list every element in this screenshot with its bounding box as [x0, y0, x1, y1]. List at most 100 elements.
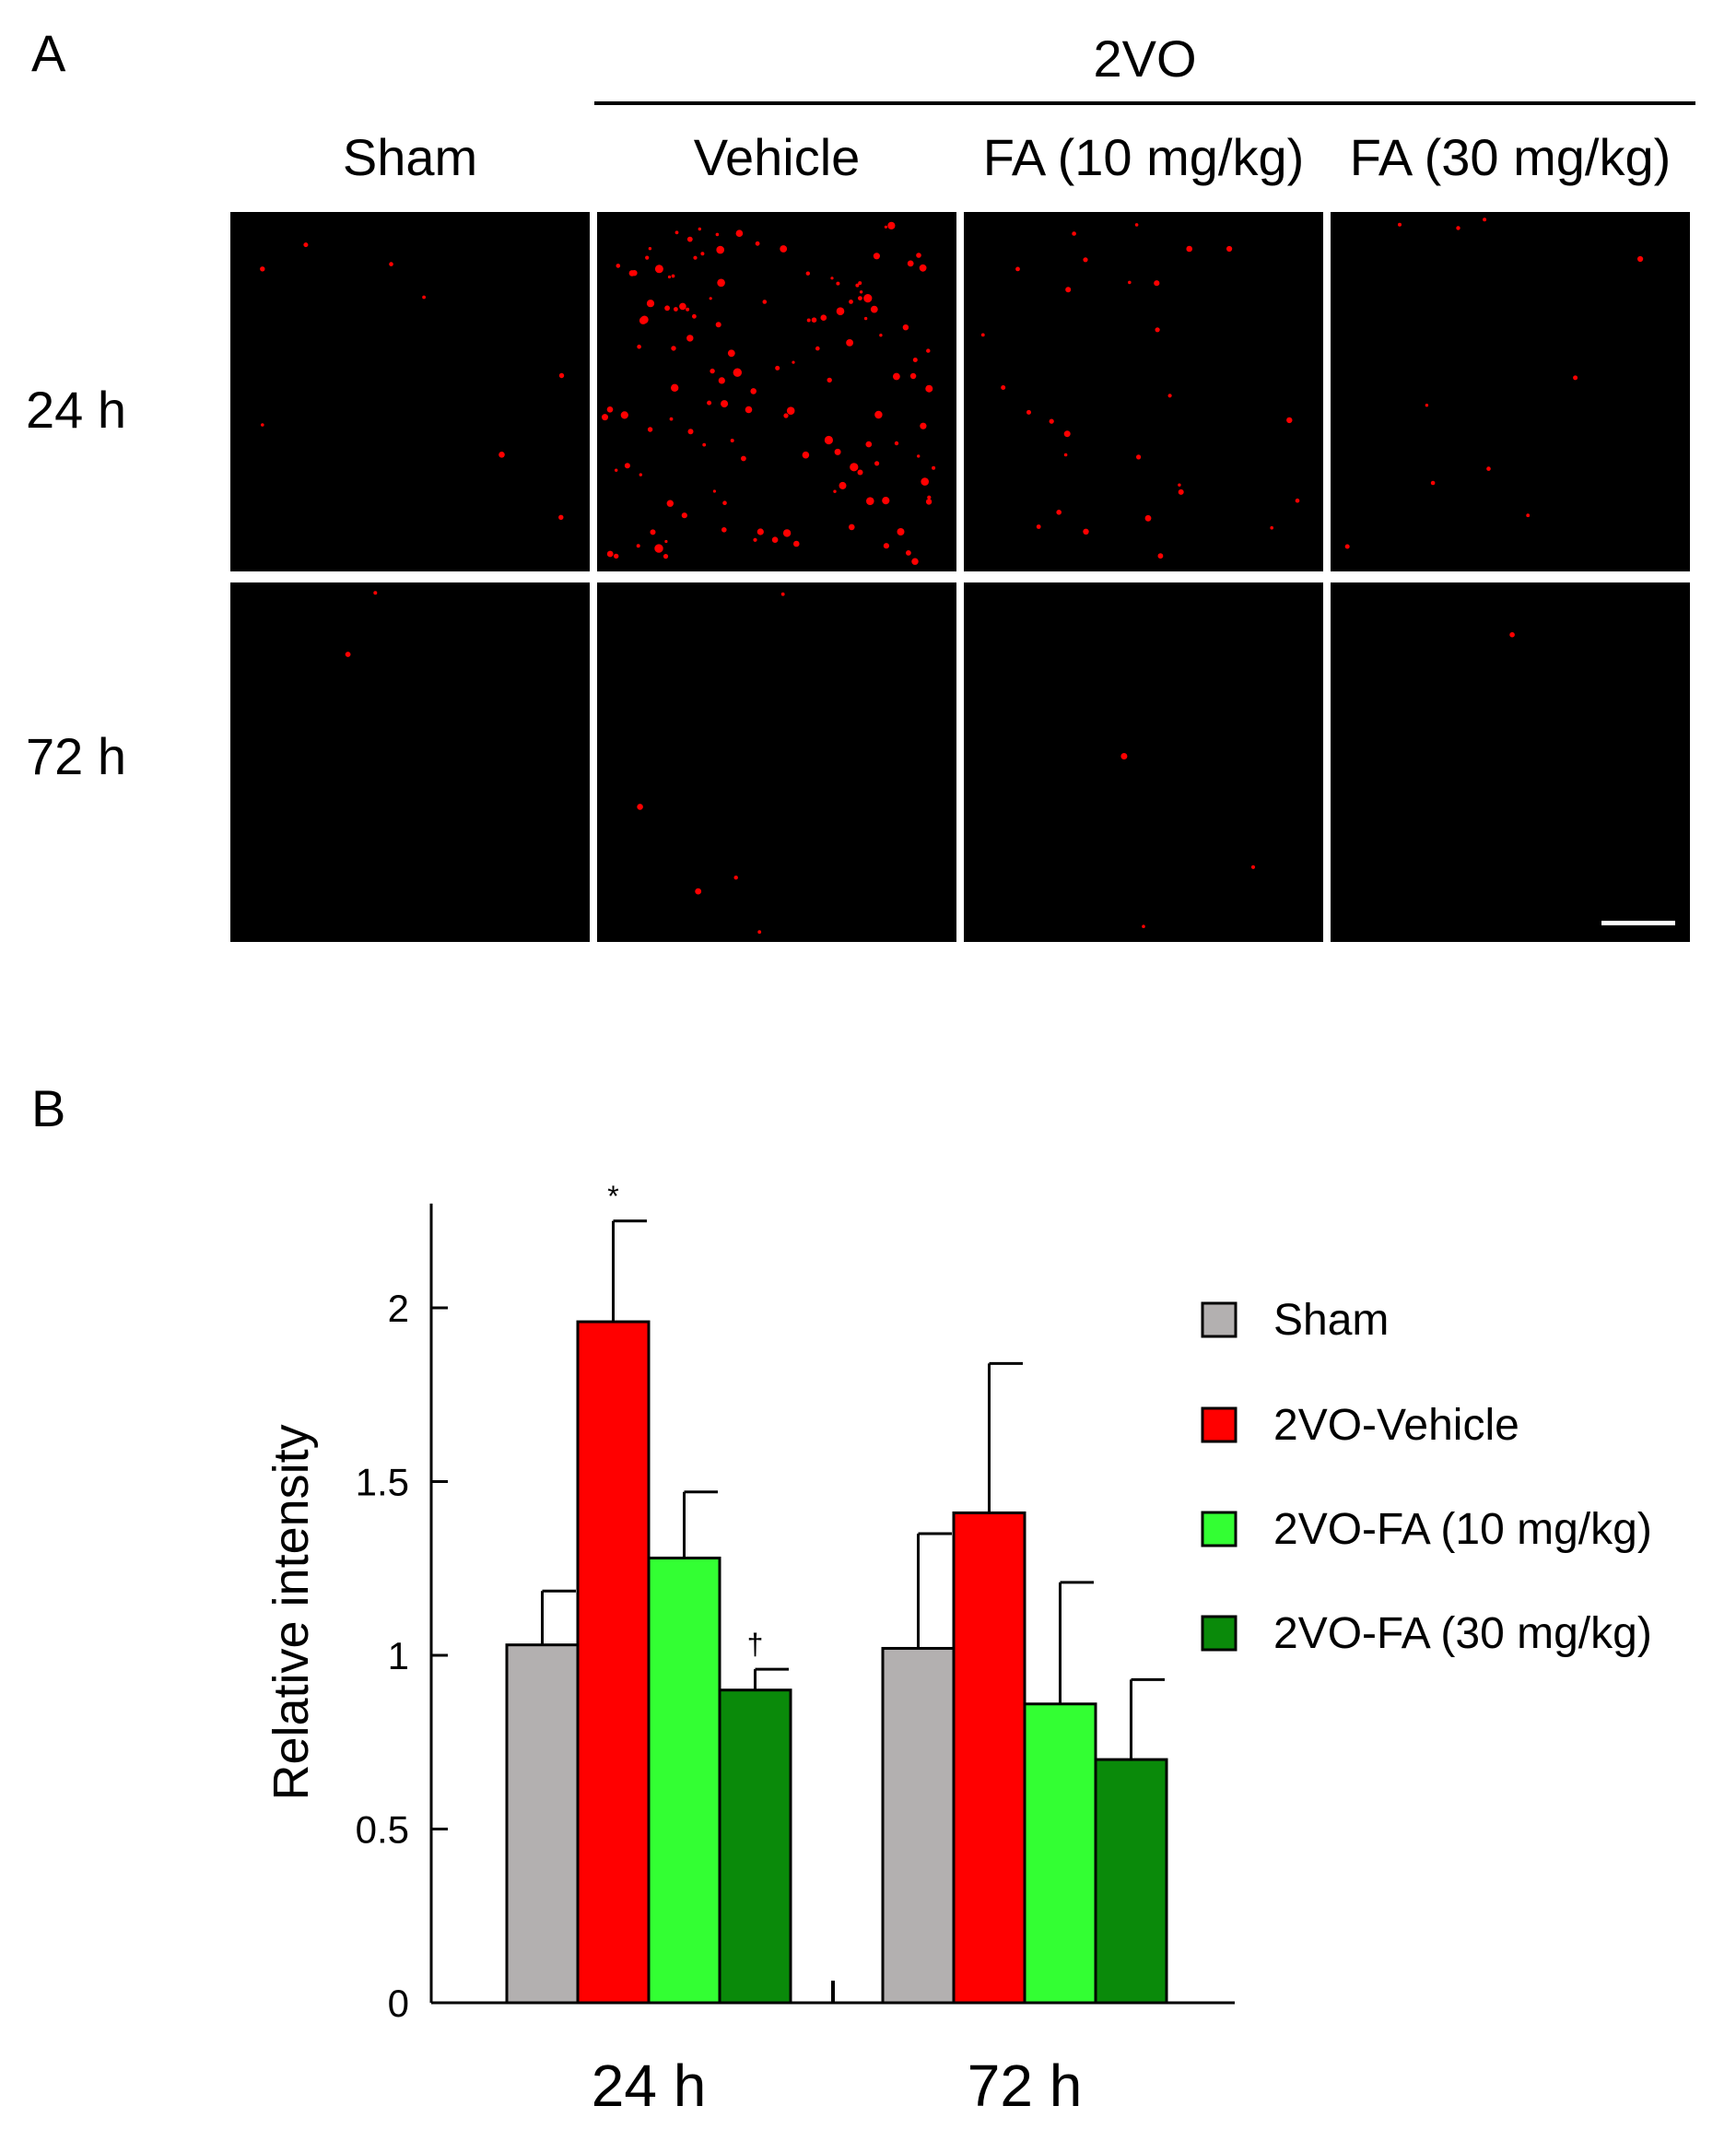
y-tick-label: 2 — [388, 1287, 409, 1330]
legend-swatch — [1201, 1301, 1237, 1338]
signal-dot — [716, 245, 724, 254]
bar-2vo-fa-30-mg-kg--24h — [718, 1688, 792, 2005]
group-bracket-line — [594, 101, 1695, 105]
signal-dot — [980, 333, 985, 337]
signal-dot — [925, 499, 933, 505]
signal-dot — [721, 527, 727, 533]
fluorescence-signal — [602, 221, 936, 565]
signal-dot — [811, 317, 817, 323]
panel-a-letter: A — [31, 24, 66, 82]
signal-dot — [1344, 544, 1350, 549]
signal-dot — [558, 372, 565, 379]
signal-dot — [1136, 454, 1142, 460]
signal-dot — [261, 423, 264, 427]
legend-swatch — [1201, 1406, 1237, 1443]
signal-dot — [628, 270, 636, 276]
signal-dot — [671, 383, 679, 392]
signal-dot — [686, 307, 690, 312]
signal-dot — [1128, 280, 1132, 285]
signal-dot — [637, 344, 641, 349]
signal-dot — [857, 469, 863, 476]
micrograph-fa10-24h — [964, 212, 1323, 571]
signal-dot — [1026, 409, 1031, 415]
signal-dot — [1072, 231, 1076, 236]
signal-dot — [874, 461, 880, 466]
signal-dot — [717, 278, 725, 288]
signal-dot — [805, 271, 810, 276]
column-label-fa-10: FA (10 mg/kg) — [982, 128, 1305, 186]
fluorescence-signal — [345, 591, 378, 657]
signal-dot — [884, 225, 887, 229]
micrograph-sham-24h — [230, 212, 590, 571]
signal-dot — [911, 558, 919, 565]
signal-dot — [1157, 553, 1164, 559]
signal-dot — [1509, 631, 1515, 638]
fluorescence-signal — [1120, 753, 1256, 928]
signal-dot — [927, 495, 932, 500]
signal-dot — [303, 242, 309, 248]
signal-dot — [1286, 417, 1293, 424]
signal-dot — [873, 253, 880, 260]
signal-dot — [1083, 257, 1088, 263]
signal-dot — [666, 500, 674, 507]
signal-dot — [1065, 287, 1072, 293]
signal-dot — [721, 400, 729, 408]
y-tick-label: 0.5 — [356, 1808, 409, 1852]
signal-dot — [645, 255, 650, 260]
signal-dot — [834, 448, 841, 455]
signal-dot — [827, 377, 832, 383]
signal-dot — [1526, 513, 1531, 518]
signal-dot — [925, 384, 933, 393]
signal-dot — [806, 318, 811, 323]
column-label-fa-30: FA (30 mg/kg) — [1349, 128, 1671, 186]
signal-dot — [1134, 223, 1139, 227]
signal-dot — [260, 266, 265, 272]
bar-sham-24h — [505, 1643, 580, 2005]
signal-dot — [866, 497, 874, 505]
signal-dot — [671, 274, 675, 278]
scale-bar — [1601, 921, 1675, 925]
signal-dot — [1015, 266, 1020, 272]
row-label-72h: 72 h — [26, 727, 126, 785]
signal-dot — [1142, 924, 1145, 928]
signal-dot — [1063, 430, 1071, 438]
x-category-label: 72 h — [968, 2053, 1083, 2119]
y-tick-label: 1 — [388, 1634, 409, 1677]
signal-dot — [709, 297, 712, 300]
signal-dot — [674, 230, 679, 235]
signal-dot — [858, 281, 862, 286]
fluorescence-signal — [1344, 218, 1644, 549]
signal-dot — [879, 334, 883, 337]
signal-dot — [702, 442, 707, 447]
signal-dot — [902, 324, 909, 331]
signal-dot — [917, 454, 921, 458]
signal-dot — [762, 300, 768, 304]
y-axis-label: Relative intensity — [264, 1424, 319, 1800]
x-category-label: 24 h — [592, 2053, 707, 2119]
signal-dot — [1083, 528, 1089, 535]
signal-dot — [912, 358, 918, 362]
column-label-sham: Sham — [342, 128, 478, 186]
signal-dot — [687, 429, 694, 435]
panel-b-letter: B — [31, 1079, 66, 1137]
signal-dot — [636, 544, 640, 548]
signal-dot — [637, 804, 643, 810]
signal-dot — [499, 452, 505, 458]
signal-dot — [782, 529, 792, 537]
signal-dot — [820, 314, 827, 321]
signal-dot — [741, 455, 746, 462]
signal-dot — [874, 410, 883, 419]
bar-2vo-fa-30-mg-kg--72h — [1094, 1758, 1168, 2005]
bar-2vo-fa-10-mg-kg--24h — [647, 1556, 721, 2005]
signal-dot — [693, 255, 698, 260]
signal-dot — [783, 413, 789, 418]
micrograph-fa10-72h — [964, 582, 1323, 942]
signal-dot — [850, 463, 859, 472]
signal-dot — [667, 275, 672, 279]
y-tick-label: 0 — [388, 1982, 409, 2025]
signal-dot — [624, 463, 630, 469]
micrograph-sham-72h — [230, 582, 590, 942]
signal-dot — [558, 514, 564, 520]
group-label-2vo: 2VO — [1093, 29, 1197, 88]
signal-dot — [1226, 245, 1233, 253]
